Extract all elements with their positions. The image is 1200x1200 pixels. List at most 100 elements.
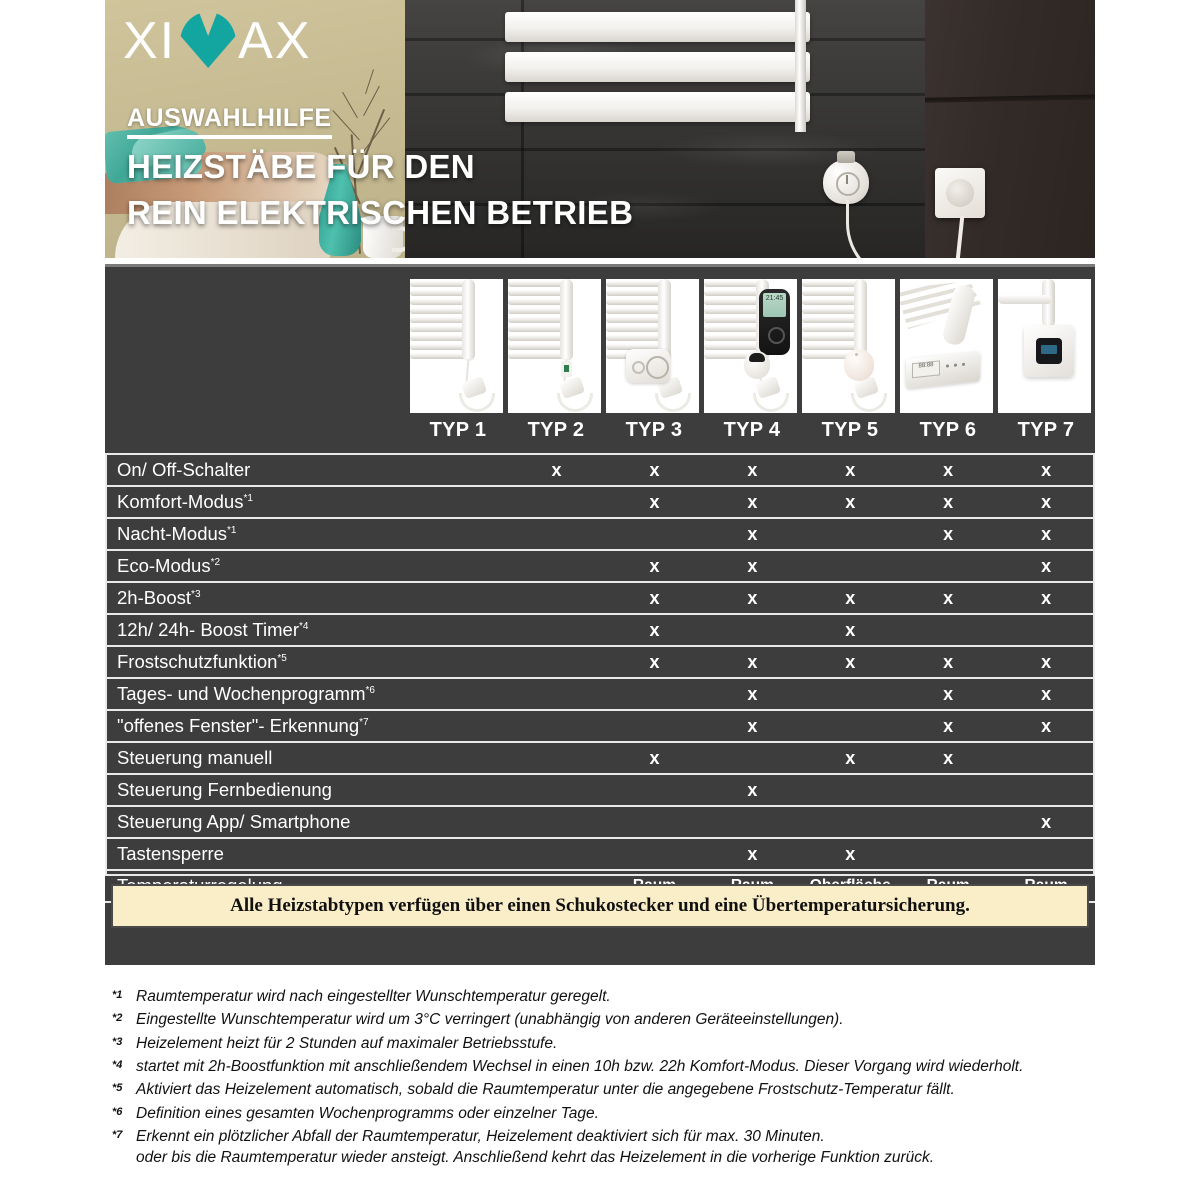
footnote-marker: *5 — [277, 652, 287, 664]
heating-rod-tube — [854, 279, 867, 361]
type-header-4: TYP 4 — [723, 419, 781, 441]
radiator-fin — [505, 92, 810, 122]
product-strip-spacer — [105, 279, 410, 415]
feature-cell-typ4: x — [747, 715, 758, 736]
footnote-marker: *5 — [112, 1082, 123, 1095]
product-image-5 — [802, 279, 895, 413]
feature-label: Tastensperre — [117, 843, 224, 864]
table-row: Tastensperre x x — [105, 837, 1095, 869]
table-row: Frostschutzfunktion*5 x x x x x — [105, 645, 1095, 677]
footnote-item: *7 Erkennt ein plötzlicher Abfall der Rau… — [112, 1128, 1112, 1146]
comparison-panel: 21:45 88:88 TYP 1 TYP 2 TYP 3 TYP 4 TYP 5 TYP … — [105, 264, 1095, 965]
feature-cell-typ7: x — [1041, 491, 1052, 512]
table-row: Eco-Modus*2 x x x — [105, 549, 1095, 581]
feature-label: Steuerung manuell — [117, 747, 273, 768]
footnote-list: *1 Raumtemperatur wird nach eingestellter… — [112, 988, 1112, 1167]
feature-cell-typ5: x — [845, 619, 856, 640]
heating-rod-tube — [560, 279, 573, 361]
radiator-rails — [410, 281, 468, 359]
wall-socket — [935, 168, 985, 218]
feature-cell-typ3: x — [649, 619, 660, 640]
feature-cell-typ2: x — [551, 459, 562, 480]
bathtub-interior — [115, 202, 330, 258]
brand-logo: XI AX — [123, 12, 312, 70]
product-image-3 — [606, 279, 699, 413]
type-header-6: TYP 6 — [919, 419, 977, 441]
footnote-item: *4 startet mit 2h-Boostfunktion mit ansch… — [112, 1058, 1112, 1076]
footnote-text: Definition eines gesamten Wochenprogramm… — [136, 1104, 599, 1122]
footnote-marker: *3 — [191, 588, 201, 600]
hero-headline-line2: REIN ELEKTRISCHEN BETRIEB — [127, 194, 634, 231]
type-header-3: TYP 3 — [625, 419, 683, 441]
feature-cell-typ3: x — [649, 491, 660, 512]
product-image-4: 21:45 — [704, 279, 797, 413]
radiator-fin — [505, 12, 810, 42]
table-border-left — [105, 453, 107, 876]
feature-label: Nacht-Modus*1 — [117, 523, 237, 544]
radiator-rails — [802, 281, 860, 359]
on-off-switch-icon — [561, 361, 572, 377]
feature-cell-typ6: x — [943, 587, 954, 608]
footnote-item: *5 Aktiviert das Heizelement automatisch,… — [112, 1081, 1112, 1099]
feature-cell-typ3: x — [649, 747, 660, 768]
product-image-1 — [410, 279, 503, 413]
footnote-text: Raumtemperatur wird nach eingestellter W… — [136, 988, 611, 1005]
footnote-marker: *2 — [210, 556, 221, 568]
footnote-item: *2 Eingestellte Wunschtemperatur wird um … — [112, 1011, 1112, 1029]
product-image-strip: 21:45 88:88 — [105, 279, 1095, 415]
feature-cell-typ3: x — [649, 459, 660, 480]
thermostat-head-icon — [744, 351, 770, 379]
table-row: Nacht-Modus*1 x x x — [105, 517, 1095, 549]
table-row: Steuerung manuell x x x — [105, 741, 1095, 773]
feature-cell-typ7: x — [1041, 715, 1052, 736]
footnote-marker: *2 — [112, 1012, 123, 1025]
feature-cell-typ4: x — [747, 843, 758, 864]
radiator-fin — [505, 52, 810, 82]
feature-cell-typ6: x — [943, 651, 954, 672]
table-row: Steuerung Fernbedienung x — [105, 773, 1095, 805]
table-row: "offenes Fenster"- Erkennung*7 x x x — [105, 709, 1095, 741]
footnote-marker: *3 — [112, 1035, 123, 1048]
feature-cell-typ7: x — [1041, 555, 1052, 576]
heating-rod-tube — [658, 279, 671, 361]
footnote-text: Eingestellte Wunschtemperatur wird um 3°… — [136, 1011, 844, 1029]
feature-cell-typ7: x — [1041, 811, 1052, 832]
feature-cell-typ6: x — [943, 523, 954, 544]
feature-label: Eco-Modus*2 — [117, 555, 221, 576]
hero-eyebrow: AUSWAHLHILFE — [127, 104, 332, 139]
footnote-item: *3 Heizelement heizt für 2 Stunden auf ma… — [112, 1035, 1112, 1053]
feature-cell-typ4: x — [747, 651, 758, 672]
feature-cell-typ4: x — [747, 523, 758, 544]
feature-cell-typ4: x — [747, 555, 758, 576]
feature-cell-typ3: x — [649, 555, 660, 576]
thermostat-dial-icon — [836, 172, 860, 196]
table-row: Tages- und Wochenprogramm*6 x x x — [105, 677, 1095, 709]
product-image-7 — [998, 279, 1091, 413]
footnote-item: *1 Raumtemperatur wird nach eingestellter… — [112, 988, 1112, 1006]
hero-banner: XI AX AUSWAHLHILFE HEIZSTÄBE FÜR DEN REI… — [105, 0, 1095, 258]
feature-cell-typ5: x — [845, 459, 856, 480]
rotary-thermostat-head-icon — [844, 349, 874, 381]
footnote-marker: *7 — [359, 716, 369, 728]
feature-label: Steuerung Fernbedienung — [117, 779, 332, 800]
digital-controller-box-icon — [1024, 325, 1074, 377]
type-header-row: TYP 1 TYP 2 TYP 3 TYP 4 TYP 5 TYP 6 TYP 7 — [105, 419, 1095, 451]
footnote-marker: *1 — [243, 492, 253, 504]
heating-rod-tube — [462, 279, 475, 361]
feature-cell-typ4: x — [747, 587, 758, 608]
thermostat-head — [823, 151, 869, 204]
ximax-drop-logo-icon — [180, 12, 236, 70]
feature-cell-typ5: x — [845, 747, 856, 768]
brand-logo-text-right: AX — [238, 12, 312, 70]
feature-cell-typ7: x — [1041, 459, 1052, 480]
feature-cell-typ6: x — [943, 683, 954, 704]
schuko-plug-icon — [459, 376, 495, 412]
brand-logo-text-left: XI — [123, 12, 177, 70]
feature-cell-typ6: x — [943, 715, 954, 736]
footnote-item: *6 Definition eines gesamten Wochenprogra… — [112, 1105, 1112, 1123]
feature-cell-typ4: x — [747, 491, 758, 512]
feature-cell-typ3: x — [649, 587, 660, 608]
schuko-plug-icon — [753, 376, 789, 412]
footnote-marker: *1 — [112, 989, 123, 1001]
base-control-panel-icon: 88:88 — [906, 351, 980, 389]
